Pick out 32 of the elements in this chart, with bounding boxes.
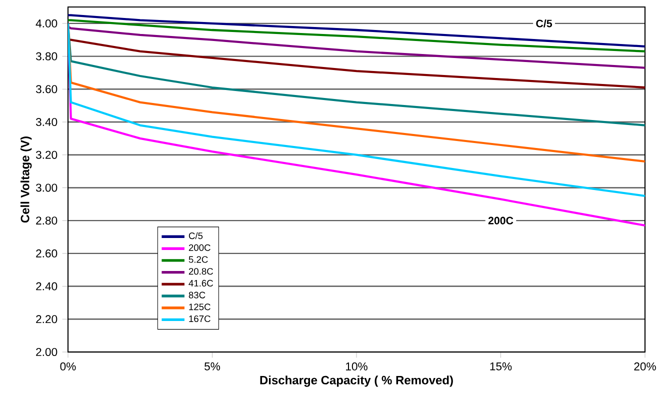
x-tick-label: 0% <box>60 362 76 370</box>
legend-label: 83C <box>188 292 206 298</box>
x-tick-label: 15% <box>490 362 512 370</box>
annotation: C/5 <box>536 19 552 28</box>
y-tick-label: 2.80 <box>36 216 58 225</box>
x-tick-label: 10% <box>346 362 368 370</box>
y-axis-title: Cell Voltage (V) <box>20 136 32 223</box>
legend-label: C/5 <box>188 232 203 240</box>
y-tick-label: 3.40 <box>36 118 58 126</box>
y-tick-label: 4.00 <box>36 19 58 28</box>
x-axis-title: Discharge Capacity ( % Removed) <box>260 376 453 387</box>
line-series <box>68 19 645 52</box>
y-tick-label: 3.20 <box>36 150 58 159</box>
legend-label: 41.6C <box>188 280 214 287</box>
y-tick-label: 2.00 <box>36 348 58 356</box>
y-tick-label: 3.60 <box>36 85 58 94</box>
line-series <box>68 38 645 89</box>
legend-label: 5.2C <box>188 256 208 263</box>
y-tick-label: 2.20 <box>36 315 58 324</box>
y-tick-label: 2.40 <box>36 282 58 290</box>
y-tick-label: 2.60 <box>36 249 58 258</box>
legend-label: 200C <box>188 244 210 251</box>
x-tick-label: 5% <box>204 362 220 370</box>
x-tick-label: 20% <box>634 362 656 370</box>
annotation: 200C <box>488 216 514 224</box>
y-tick-label: 3.80 <box>36 52 58 60</box>
y-tick-label: 3.00 <box>36 184 58 192</box>
legend-label: 167C <box>189 315 210 322</box>
legend-label: 20.8C <box>188 268 214 275</box>
line-series <box>68 26 645 69</box>
legend-label: 125C <box>189 304 210 310</box>
line-series <box>68 14 645 48</box>
